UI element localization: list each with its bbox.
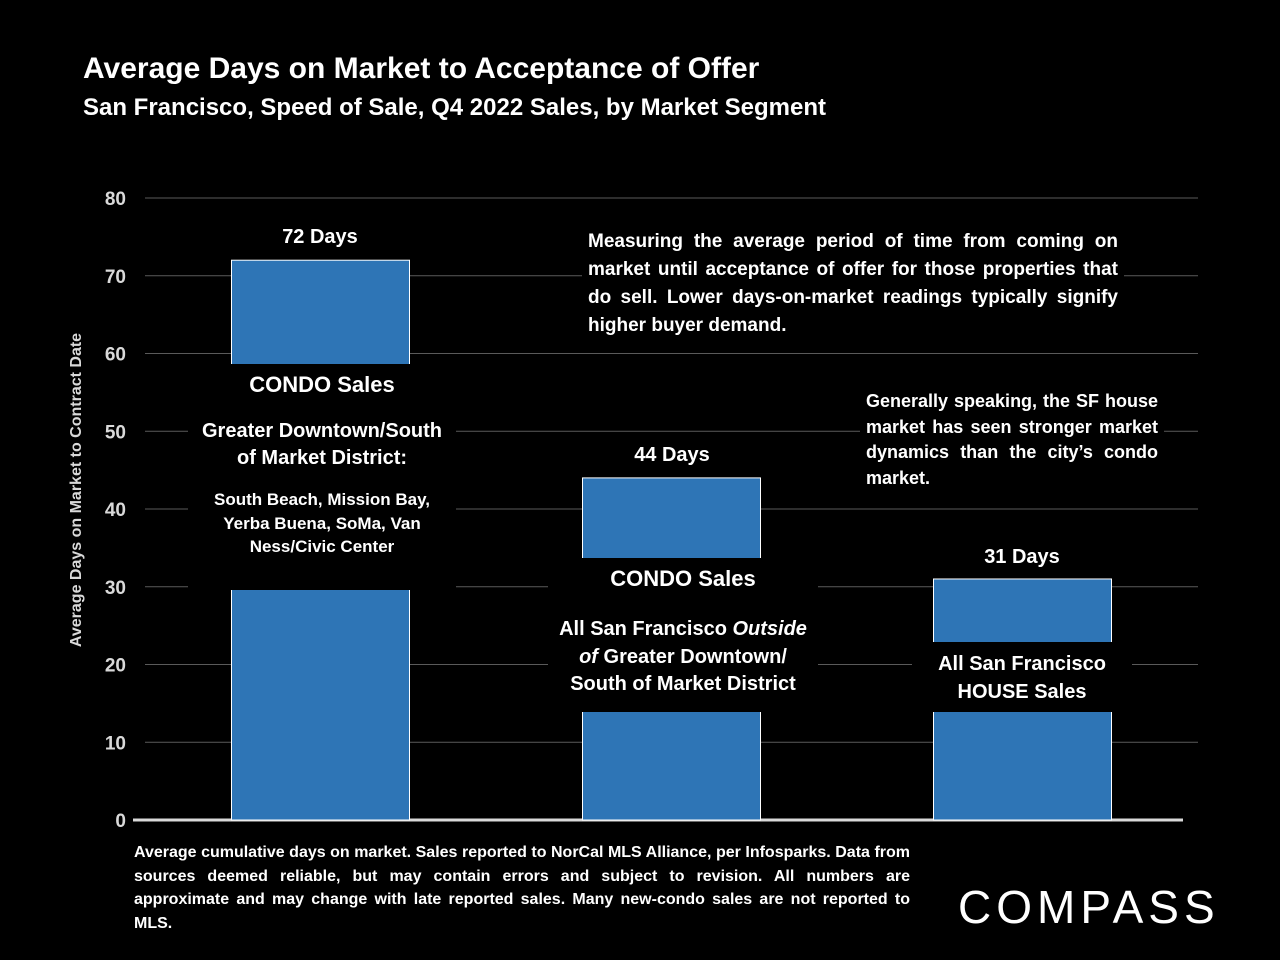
y-tick-label: 20 — [105, 656, 126, 677]
bar-1-heading: CONDO Sales — [249, 372, 395, 397]
y-tick-label: 80 — [105, 189, 126, 210]
bar-2-category-label: CONDO Sales All San Francisco Outside of… — [548, 558, 818, 712]
compass-logo: COMPASS — [958, 881, 1220, 933]
bar-2-line3: South of Market District — [570, 673, 796, 695]
chart-title: Average Days on Market to Acceptance of … — [83, 52, 760, 85]
bar-2-line2: of Greater Downtown/ — [579, 645, 787, 668]
footnote: Average cumulative days on market. Sales… — [134, 844, 910, 932]
y-tick-label: 40 — [105, 500, 126, 521]
bar-3-line2: HOUSE Sales — [957, 681, 1087, 703]
y-tick-label: 10 — [105, 733, 126, 754]
chart-subtitle: San Francisco, Speed of Sale, Q4 2022 Sa… — [83, 94, 826, 121]
bar-1-detail3: Ness/Civic Center — [249, 537, 395, 556]
y-tick-label: 30 — [105, 578, 126, 599]
bar-1-detail1: South Beach, Mission Bay, — [213, 490, 430, 509]
measuring-note: Measuring the average period of time fro… — [582, 228, 1124, 340]
general-note: Generally speaking, the SF house market … — [860, 389, 1164, 491]
y-tick-label: 60 — [105, 345, 126, 366]
bar-3-line1: All San Francisco — [938, 653, 1106, 675]
bar-3-category-label: All San Francisco HOUSE Sales — [912, 642, 1132, 712]
y-tick-label: 70 — [105, 267, 126, 288]
bar-1-line1: Greater Downtown/South — [202, 420, 442, 442]
y-tick-label: 50 — [105, 422, 126, 443]
data-label-bar-2: 44 Days — [602, 444, 742, 467]
data-label-bar-1: 72 Days — [250, 226, 390, 249]
bar-2-heading: CONDO Sales — [610, 566, 756, 591]
data-label-bar-3: 31 Days — [952, 546, 1092, 569]
y-axis-label: Average Days on Market to Contract Date — [68, 333, 85, 647]
bar-1-detail2: Yerba Buena, SoMa, Van — [223, 513, 421, 533]
y-tick-label: 0 — [115, 811, 126, 832]
y-axis-ticks: 0 10 20 30 40 50 60 70 80 — [105, 189, 126, 832]
bar-1-line2: of Market District: — [236, 447, 408, 469]
bar-2-line1: All San Francisco Outside — [559, 618, 807, 640]
bar-1-category-label: CONDO Sales Greater Downtown/South of Ma… — [188, 364, 456, 590]
